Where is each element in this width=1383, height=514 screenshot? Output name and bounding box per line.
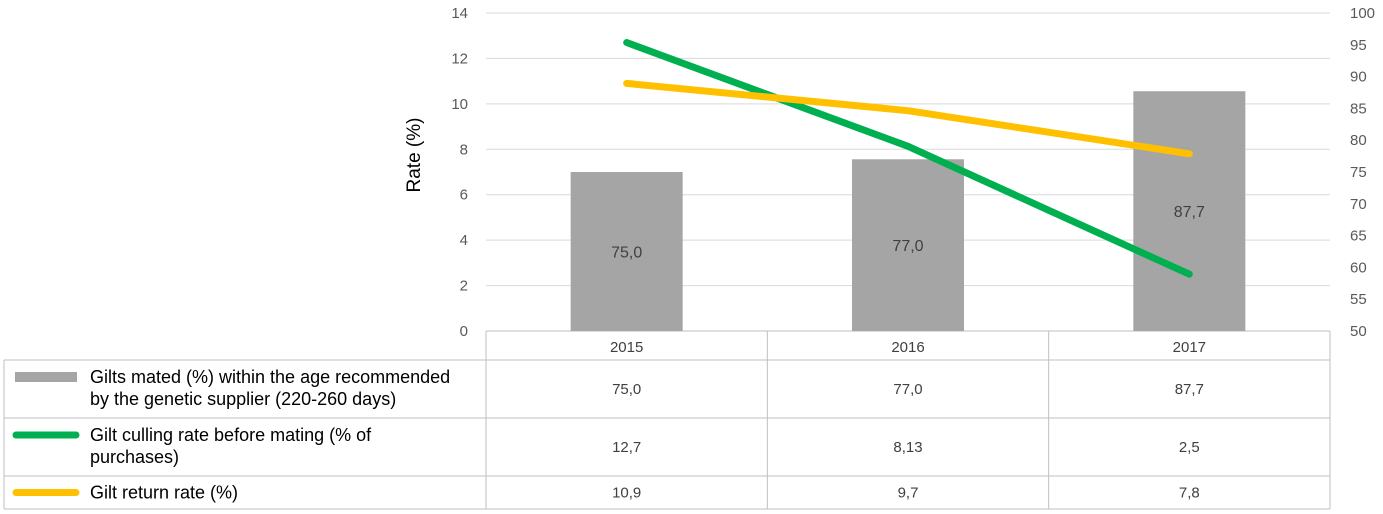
- table-cell-value: 2,5: [1179, 439, 1200, 456]
- table-cell-value: 9,7: [898, 485, 919, 502]
- x-category-label: 2015: [610, 339, 643, 356]
- line-point: [906, 144, 910, 149]
- table-cell-value: 7,8: [1179, 485, 1200, 502]
- legend-label: by the genetic supplier (220-260 days): [90, 389, 396, 409]
- table-cell-value: 87,7: [1175, 381, 1204, 398]
- legend-label: purchases): [90, 447, 179, 467]
- table-cell-value: 77,0: [893, 381, 922, 398]
- legend-label: Gilt return rate (%): [90, 483, 238, 503]
- line-point: [624, 81, 629, 86]
- y2-tick-label: 85: [1350, 100, 1367, 117]
- y2-tick-label: 100: [1350, 5, 1375, 22]
- line-point: [906, 108, 910, 113]
- table-cell-value: 10,9: [612, 485, 641, 502]
- legend-label: Gilt culling rate before mating (% of: [90, 425, 372, 445]
- bar-data-label: 77,0: [892, 238, 923, 255]
- y2-tick-label: 50: [1350, 323, 1367, 340]
- y-tick-label: 10: [451, 96, 468, 113]
- y2-tick-label: 75: [1350, 164, 1367, 181]
- y2-tick-label: 55: [1350, 291, 1367, 308]
- y-tick-label: 6: [460, 187, 468, 204]
- table-cell-value: 75,0: [612, 381, 641, 398]
- legend-label: Gilts mated (%) within the age recommend…: [90, 367, 450, 387]
- y-axis-label: Rate (%): [404, 118, 425, 193]
- legend-key-bar: [15, 372, 77, 382]
- y-tick-label: 8: [460, 141, 468, 158]
- bar: [1133, 91, 1246, 331]
- bar: [570, 172, 683, 331]
- y2-tick-label: 90: [1350, 69, 1367, 86]
- y2-tick-label: 95: [1350, 37, 1367, 54]
- bar: [852, 159, 964, 331]
- x-category-label: 2017: [1173, 339, 1206, 356]
- x-category-label: 2016: [891, 339, 924, 356]
- y-tick-label: 0: [460, 323, 468, 340]
- y2-tick-label: 60: [1350, 259, 1367, 276]
- bar-data-label: 75,0: [611, 245, 642, 262]
- line-point: [1187, 151, 1192, 156]
- y-tick-label: 4: [460, 232, 468, 249]
- y2-tick-label: 70: [1350, 196, 1367, 213]
- y-tick-label: 2: [460, 278, 468, 295]
- y-tick-label: 12: [451, 50, 468, 67]
- y2-tick-label: 65: [1350, 228, 1367, 245]
- line-point: [1187, 272, 1192, 277]
- bar-data-label: 87,7: [1174, 204, 1205, 221]
- table-cell-value: 8,13: [893, 439, 922, 456]
- table-cell-value: 12,7: [612, 439, 641, 456]
- line-point: [624, 40, 629, 45]
- y-tick-label: 14: [451, 5, 468, 22]
- y2-tick-label: 80: [1350, 132, 1367, 149]
